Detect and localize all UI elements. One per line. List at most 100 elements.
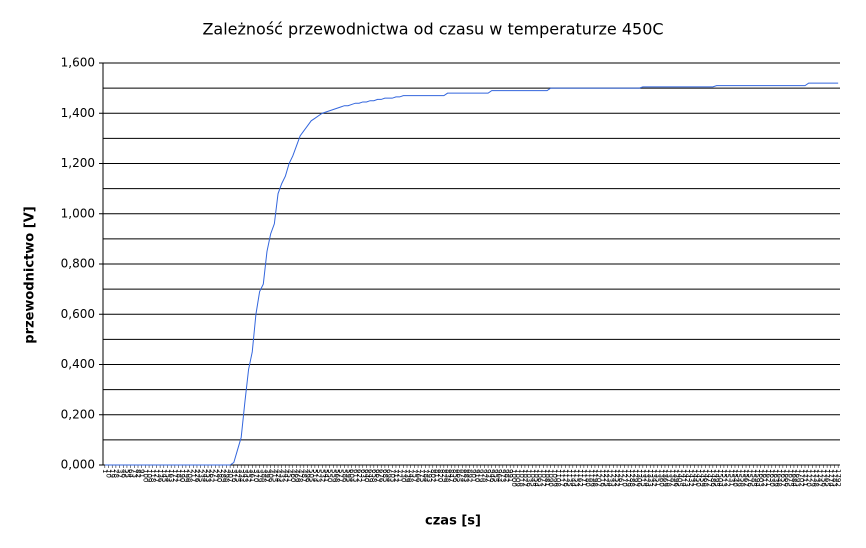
x-tick-label: 784 <box>421 469 429 483</box>
x-tick-label: 1396 <box>672 469 680 487</box>
x-tick-label: 649 <box>366 469 374 482</box>
x-tick-label: 1585 <box>749 469 757 487</box>
x-tick-label: 1189 <box>587 469 595 487</box>
x-tick-label: 1603 <box>757 469 765 487</box>
x-tick-label: 1171 <box>580 469 588 487</box>
x-tick-label: 1639 <box>772 469 780 487</box>
x-tick-label: 955 <box>491 469 499 482</box>
x-tick-label: 127 <box>152 469 160 482</box>
x-tick-label: 1198 <box>591 469 599 487</box>
x-tick-label: 262 <box>208 469 216 482</box>
x-tick-label: 109 <box>145 469 153 482</box>
x-tick-label: 1207 <box>595 469 603 487</box>
x-tick-label: 1657 <box>779 469 787 487</box>
y-tick-label: 0,400 <box>61 357 95 371</box>
x-tick-label: 1774 <box>827 469 835 487</box>
x-tick-label: 73 <box>130 469 138 478</box>
x-tick-label: 1081 <box>543 469 551 487</box>
x-tick-label: 1477 <box>705 469 713 487</box>
x-tick-label: 100 <box>141 469 149 482</box>
x-tick-label: 1612 <box>760 469 768 487</box>
x-tick-label: 730 <box>399 469 407 482</box>
x-tick-label: 1693 <box>794 469 802 487</box>
x-tick-label: 370 <box>252 469 260 482</box>
x-tick-label: 1504 <box>716 469 724 487</box>
x-tick-label: 1162 <box>576 469 584 487</box>
chart-title: Zależność przewodnictwa od czasu w tempe… <box>202 20 663 39</box>
x-tick-label: 1369 <box>661 469 669 487</box>
x-tick-label: 217 <box>189 469 197 482</box>
x-tick-label: 1045 <box>528 469 536 487</box>
x-tick-label: 145 <box>160 469 168 482</box>
x-tick-label: 271 <box>211 469 219 482</box>
x-tick-label: 1513 <box>720 469 728 487</box>
x-tick-label: 415 <box>270 469 278 482</box>
x-tick-label: 514 <box>311 469 319 483</box>
x-tick-label: 1063 <box>536 469 544 487</box>
x-tick-label: 1234 <box>606 469 614 487</box>
x-tick-label: 1711 <box>801 469 809 487</box>
x-tick-label: 937 <box>484 469 492 482</box>
x-tick-label: 1027 <box>521 469 529 487</box>
x-tick-label: 1135 <box>565 469 573 487</box>
x-tick-label: 1018 <box>517 469 525 487</box>
x-tick-label: 226 <box>193 469 201 483</box>
x-tick-label: 316 <box>230 469 238 483</box>
x-tick-label: 199 <box>182 469 190 482</box>
y-tick-label: 1,200 <box>61 156 95 170</box>
x-tick-label: 37 <box>116 469 124 478</box>
x-tick-label: 46 <box>119 469 127 478</box>
x-tick-label: 235 <box>197 469 205 482</box>
x-tick-label: 1108 <box>554 469 562 487</box>
x-tick-label: 1306 <box>635 469 643 487</box>
x-tick-label: 748 <box>407 469 415 482</box>
x-tick-label: 856 <box>451 469 459 483</box>
x-tick-label: 1225 <box>602 469 610 487</box>
x-tick-label: 1432 <box>687 469 695 487</box>
x-tick-label: 532 <box>318 469 326 482</box>
x-tick-label: 181 <box>175 469 183 482</box>
x-tick-label: 667 <box>374 469 382 482</box>
x-tick-label: 1297 <box>631 469 639 487</box>
x-tick-label: 1540 <box>731 469 739 487</box>
x-tick-label: 1 <box>101 469 109 473</box>
x-tick-label: 1756 <box>819 469 827 487</box>
x-tick-label: 19 <box>108 469 116 478</box>
x-tick-label: 1099 <box>550 469 558 487</box>
x-tick-label: 289 <box>219 469 227 482</box>
x-tick-label: 595 <box>344 469 352 482</box>
x-tick-label: 586 <box>340 469 348 483</box>
x-tick-label: 496 <box>304 469 312 483</box>
x-tick-label: 172 <box>171 469 179 482</box>
x-tick-label: 874 <box>458 469 466 483</box>
x-tick-label: 244 <box>200 469 208 483</box>
x-tick-label: 136 <box>156 469 164 483</box>
x-tick-label: 91 <box>138 469 146 478</box>
x-tick-label: 604 <box>348 469 356 483</box>
x-tick-label: 1648 <box>775 469 783 487</box>
x-tick-label: 1441 <box>690 469 698 487</box>
x-tick-label: 487 <box>300 469 308 482</box>
x-tick-label: 1792 <box>834 469 842 487</box>
x-tick-label: 892 <box>466 469 474 482</box>
x-tick-label: 820 <box>436 469 444 482</box>
x-tick-label: 829 <box>440 469 448 482</box>
x-tick-label: 901 <box>469 469 477 482</box>
x-tick-label: 703 <box>388 469 396 482</box>
x-tick-label: 163 <box>167 469 175 482</box>
x-tick-label: 640 <box>362 469 370 482</box>
x-tick-label: 1252 <box>613 469 621 487</box>
x-tick-label: 1522 <box>724 469 732 487</box>
x-tick-label: 793 <box>425 469 433 482</box>
x-tick-label: 631 <box>359 469 367 482</box>
x-tick-label: 982 <box>503 469 511 482</box>
x-tick-label: 505 <box>307 469 315 482</box>
x-tick-label: 1126 <box>561 469 569 487</box>
y-tick-label: 0,600 <box>61 307 95 321</box>
x-tick-label: 1144 <box>569 469 577 487</box>
x-tick-label: 694 <box>385 469 393 483</box>
x-tick-label: 991 <box>506 469 514 482</box>
x-tick-label: 847 <box>447 469 455 482</box>
x-tick-label: 811 <box>432 469 440 482</box>
